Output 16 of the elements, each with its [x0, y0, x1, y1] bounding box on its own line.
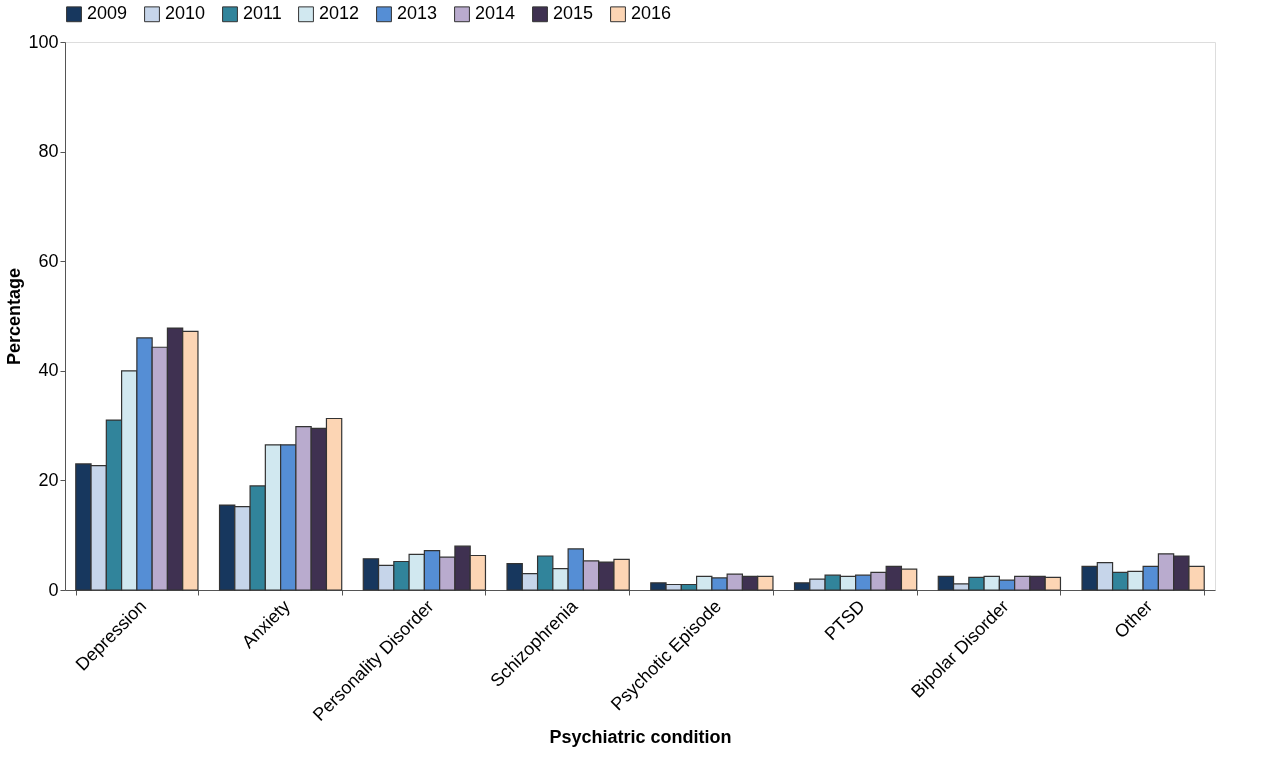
legend-label: 2010 — [165, 3, 206, 24]
legend-label: 2015 — [553, 3, 594, 24]
y-tick-label: 20 — [38, 469, 59, 490]
legend-label: 2011 — [243, 3, 282, 24]
y-tick-label: 0 — [48, 579, 59, 600]
legend-label: 2012 — [319, 3, 360, 24]
y-axis-title: Percentage — [4, 267, 25, 366]
legend-label: 2016 — [631, 3, 672, 24]
legend-label: 2009 — [87, 3, 128, 24]
x-axis-title: Psychiatric condition — [549, 726, 732, 747]
y-tick-label: 40 — [38, 360, 59, 381]
y-tick-label: 80 — [38, 141, 59, 162]
legend-label: 2013 — [397, 3, 438, 24]
y-tick-label: 60 — [38, 250, 59, 271]
legend-label: 2014 — [475, 3, 516, 24]
y-tick-label: 100 — [28, 31, 59, 52]
